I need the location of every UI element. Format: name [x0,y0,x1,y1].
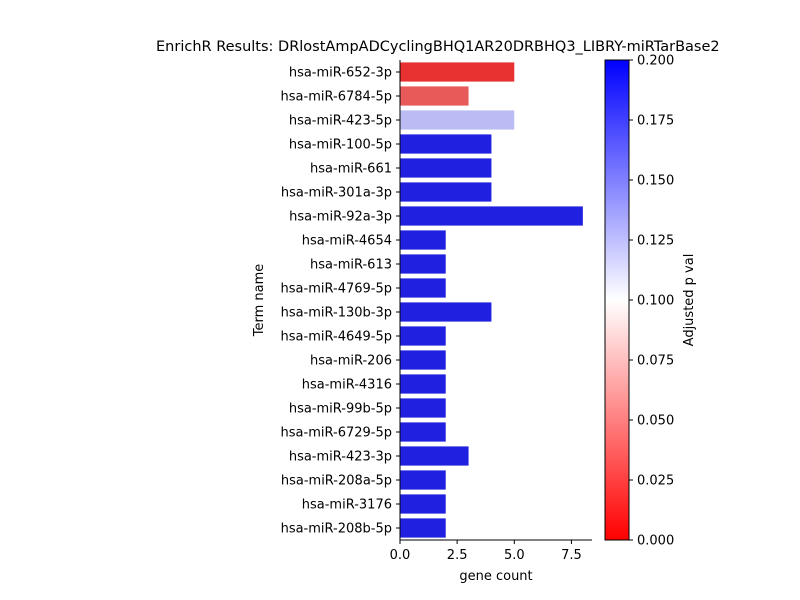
colorbar-tick-label: 0.075 [637,354,674,369]
y-tick-label: hsa-miR-208a-5p [281,474,392,489]
x-tick-label: 0.0 [390,548,411,563]
bar [400,494,446,514]
bar [400,374,446,394]
x-axis-label: gene count [459,569,532,584]
y-tick-label: hsa-miR-4654 [302,234,392,249]
y-tick-label: hsa-miR-423-5p [289,114,392,129]
y-tick-label: hsa-miR-423-3p [289,450,392,465]
bar [400,182,492,202]
y-tick-label: hsa-miR-4316 [302,378,392,393]
bar [400,446,469,466]
y-tick-label: hsa-miR-3176 [302,498,392,513]
bar [400,254,446,274]
y-tick-label: hsa-miR-4649-5p [281,330,392,345]
bar [400,134,492,154]
y-tick-label: hsa-miR-652-3p [289,66,392,81]
bar [400,86,469,106]
y-tick-label: hsa-miR-206 [310,354,392,369]
colorbar [604,59,630,541]
x-tick-labels: 0.0 2.5 5.0 7.5 [390,540,582,563]
colorbar-tick-label: 0.000 [637,534,674,549]
colorbar-tick-label: 0.100 [637,294,674,309]
y-tick-label: hsa-miR-4769-5p [281,282,392,297]
x-tick-label: 2.5 [447,548,468,563]
colorbar-tick-label: 0.175 [637,114,674,129]
bar [400,302,492,322]
bar [400,422,446,442]
bar [400,326,446,346]
colorbar-tick-label: 0.125 [637,234,674,249]
y-tick-label: hsa-miR-99b-5p [289,402,392,417]
y-tick-labels: hsa-miR-652-3p hsa-miR-6784-5p hsa-miR-423… [281,66,400,537]
y-tick-label: hsa-miR-130b-3p [281,306,392,321]
y-axis-label: Term name [252,264,267,338]
colorbar-tick-label: 0.025 [637,474,674,489]
y-tick-label: hsa-miR-100-5p [289,138,392,153]
colorbar-label: Adjusted p val [682,254,697,347]
y-tick-label: hsa-miR-92a-3p [289,210,392,225]
colorbar-tick-label: 0.150 [637,174,674,189]
bar [400,206,583,226]
bar [400,278,446,298]
bar [400,158,492,178]
bar [400,398,446,418]
y-tick-label: hsa-miR-661 [310,162,392,177]
y-tick-label: hsa-miR-613 [310,258,392,273]
y-tick-label: hsa-miR-6784-5p [281,90,392,105]
y-tick-label: hsa-miR-208b-5p [281,522,392,537]
bar [400,518,446,538]
chart-title: EnrichR Results: DRlostAmpADCyclingBHQ1A… [156,39,720,55]
colorbar-tick-label: 0.200 [637,54,674,69]
bar [400,350,446,370]
bar [400,62,515,82]
y-tick-label: hsa-miR-6729-5p [281,426,392,441]
x-tick-label: 7.5 [561,548,582,563]
colorbar-ticks: 0.000 0.025 0.050 0.075 0.100 0.125 0.150 0.175… [629,54,674,549]
x-tick-label: 5.0 [504,548,525,563]
bars [400,62,583,538]
bar [400,470,446,490]
bar [400,110,515,130]
colorbar-tick-label: 0.050 [637,414,674,429]
bar [400,230,446,250]
y-tick-label: hsa-miR-301a-3p [281,186,392,201]
